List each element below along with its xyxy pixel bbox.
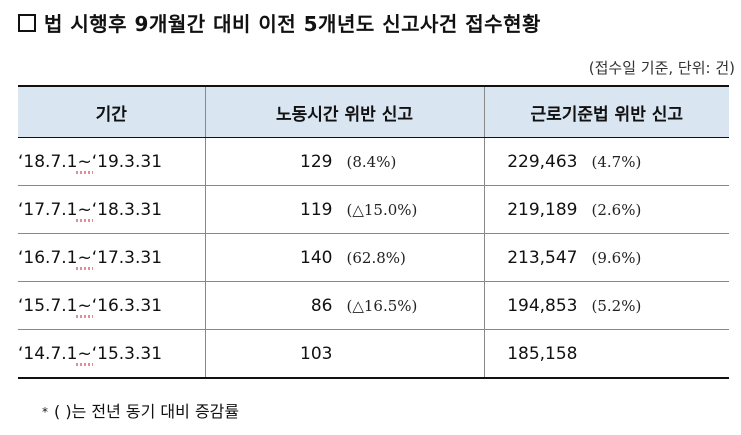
labor-cell: 129 (8.4%) bbox=[204, 137, 484, 186]
period-separator: ~ bbox=[76, 247, 94, 270]
table-row: ‘18.7.1~‘19.3.31 129 (8.4%) 229,463 (4.7%) bbox=[18, 137, 729, 186]
period-start: ‘15.7.1 bbox=[18, 295, 78, 316]
document-title: 법 시행후 9개월간 대비 이전 5개년도 신고사건 접수현황 bbox=[18, 8, 541, 37]
labor-change: (62.8%) bbox=[346, 248, 406, 267]
header-labor-standards: 근로기준법 위반 신고 bbox=[483, 85, 729, 138]
standards-change: (5.2%) bbox=[591, 296, 642, 315]
standards-count: 229,463 bbox=[507, 151, 578, 172]
standards-count: 185,158 bbox=[507, 343, 578, 364]
period-end: ‘17.3.31 bbox=[91, 247, 163, 268]
header-labor-hours: 노동시간 위반 신고 bbox=[204, 85, 484, 138]
period-separator: ~ bbox=[76, 199, 94, 222]
period-end: ‘18.3.31 bbox=[91, 199, 163, 220]
table-row: ‘16.7.1~‘17.3.31 140 (62.8%) 213,547 (9.6%… bbox=[18, 233, 729, 282]
period-end: ‘15.3.31 bbox=[91, 343, 163, 364]
standards-cell: 229,463 (4.7%) bbox=[483, 137, 729, 186]
period-cell: ‘16.7.1~‘17.3.31 bbox=[18, 233, 205, 282]
header-period: 기간 bbox=[18, 85, 205, 138]
period-end: ‘16.3.31 bbox=[91, 295, 163, 316]
period-cell: ‘14.7.1~‘15.3.31 bbox=[18, 329, 205, 379]
standards-cell: 185,158 bbox=[483, 329, 729, 379]
labor-change: (△15.0%) bbox=[346, 200, 418, 219]
standards-count: 194,853 bbox=[507, 295, 578, 316]
labor-change: (△16.5%) bbox=[346, 296, 418, 315]
period-start: ‘18.7.1 bbox=[18, 151, 78, 172]
period-start: ‘16.7.1 bbox=[18, 247, 78, 268]
labor-change: (8.4%) bbox=[346, 152, 397, 171]
standards-cell: 219,189 (2.6%) bbox=[483, 185, 729, 234]
standards-change: (2.6%) bbox=[591, 200, 642, 219]
table-header-row: 기간 노동시간 위반 신고 근로기준법 위반 신고 bbox=[18, 85, 729, 138]
unit-note: (접수일 기준, 단위: 건) bbox=[588, 59, 735, 77]
standards-cell: 194,853 (5.2%) bbox=[483, 281, 729, 330]
period-end: ‘19.3.31 bbox=[91, 151, 163, 172]
standards-cell: 213,547 (9.6%) bbox=[483, 233, 729, 282]
labor-count: 129 bbox=[300, 151, 333, 172]
standards-change: (4.7%) bbox=[591, 152, 642, 171]
report-table: 기간 노동시간 위반 신고 근로기준법 위반 신고 ‘18.7.1~‘19.3.… bbox=[18, 85, 729, 379]
labor-cell: 86 (△16.5%) bbox=[204, 281, 484, 330]
standards-count: 219,189 bbox=[507, 199, 578, 220]
labor-count: 103 bbox=[300, 343, 333, 364]
table-row: ‘15.7.1~‘16.3.31 86 (△16.5%) 194,853 (5.2%… bbox=[18, 281, 729, 330]
title-text: 법 시행후 9개월간 대비 이전 5개년도 신고사건 접수현황 bbox=[44, 12, 541, 36]
footnote: * ( )는 전년 동기 대비 증감률 bbox=[42, 398, 239, 422]
period-separator: ~ bbox=[76, 343, 94, 366]
standards-change: (9.6%) bbox=[591, 248, 642, 267]
labor-cell: 140 (62.8%) bbox=[204, 233, 484, 282]
period-start: ‘14.7.1 bbox=[18, 343, 78, 364]
footnote-mark: * bbox=[42, 405, 48, 419]
period-cell: ‘18.7.1~‘19.3.31 bbox=[18, 137, 205, 186]
labor-cell: 119 (△15.0%) bbox=[204, 185, 484, 234]
labor-cell: 103 bbox=[204, 329, 484, 379]
checkbox-square-icon bbox=[18, 14, 36, 32]
labor-count: 140 bbox=[300, 247, 333, 268]
period-cell: ‘17.7.1~‘18.3.31 bbox=[18, 185, 205, 234]
period-separator: ~ bbox=[76, 151, 94, 174]
table-row: ‘17.7.1~‘18.3.31 119 (△15.0%) 219,189 (2.6… bbox=[18, 185, 729, 234]
labor-count: 119 bbox=[300, 199, 333, 220]
period-start: ‘17.7.1 bbox=[18, 199, 78, 220]
table-row: ‘14.7.1~‘15.3.31 103 185,158 bbox=[18, 329, 729, 379]
period-cell: ‘15.7.1~‘16.3.31 bbox=[18, 281, 205, 330]
footnote-text: ( )는 전년 동기 대비 증감률 bbox=[54, 402, 240, 421]
standards-count: 213,547 bbox=[507, 247, 578, 268]
period-separator: ~ bbox=[76, 295, 94, 318]
labor-count: 86 bbox=[310, 295, 333, 316]
